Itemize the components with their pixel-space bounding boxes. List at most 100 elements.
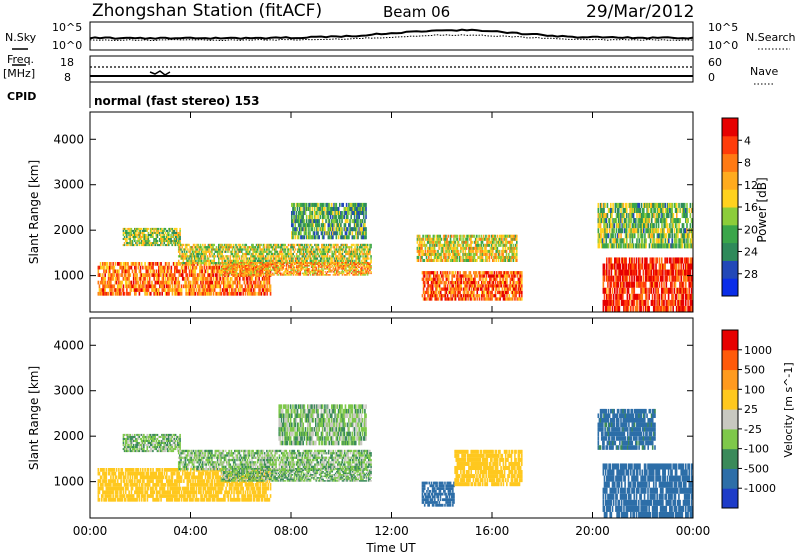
echo-cell [225, 260, 227, 262]
echo-cell [250, 257, 252, 259]
echo-cell [290, 262, 292, 264]
echo-cell [251, 264, 253, 266]
echo-cell [428, 256, 430, 259]
echo-cell [370, 262, 372, 264]
echo-cell [104, 281, 106, 285]
echo-cell [320, 215, 322, 219]
echo-cell [506, 294, 508, 297]
echo-cell [460, 259, 462, 262]
echo-cell [283, 273, 285, 275]
echo-cell [441, 281, 443, 284]
echo-cell [500, 284, 502, 287]
echo-cell [240, 292, 242, 296]
echo-cell [271, 257, 273, 259]
echo-cell [460, 294, 462, 297]
echo-cell [179, 253, 181, 255]
echo-cell [265, 268, 267, 270]
echo-cell [364, 219, 366, 223]
echo-cell [470, 271, 472, 274]
echo-cell [466, 247, 468, 250]
echo-cell [335, 253, 337, 255]
echo-cell [421, 241, 423, 244]
echo-cell [330, 215, 332, 219]
echo-cell [426, 297, 428, 300]
echo-cell [367, 274, 369, 276]
echo-cell [224, 273, 226, 275]
echo-cell [243, 260, 245, 262]
echo-cell [115, 262, 117, 266]
echo-cell [126, 281, 128, 285]
echo-cell [483, 235, 485, 238]
echo-cell [344, 255, 346, 257]
echo-cell [353, 262, 355, 264]
echo-cell [125, 266, 127, 270]
echo-cell [336, 246, 338, 248]
echo-cell [263, 260, 265, 262]
echo-cell [270, 284, 272, 288]
echo-cell [135, 266, 137, 270]
echo-cell [213, 273, 215, 277]
echo-cell [271, 270, 273, 272]
echo-cell [275, 257, 277, 259]
echo-cell [297, 207, 299, 211]
echo-cell [358, 265, 360, 267]
echo-cell [315, 268, 317, 270]
echo-cell [306, 203, 308, 207]
echo-cell [476, 291, 478, 294]
echo-cell [457, 259, 459, 262]
echo-cell [421, 256, 423, 259]
echo-cell [148, 269, 150, 273]
echo-cell [169, 230, 171, 232]
echo-cell [256, 265, 258, 267]
echo-cell [328, 260, 330, 262]
echo-cell [362, 270, 364, 272]
echo-cell [199, 273, 201, 277]
echo-cell [204, 262, 206, 264]
echo-cell [320, 248, 322, 250]
echo-cell [454, 274, 456, 277]
echo-cell [286, 268, 288, 270]
echo-cell [327, 267, 329, 269]
echo-cell [269, 281, 271, 285]
echo-cell [365, 235, 367, 239]
echo-cell [287, 260, 289, 262]
echo-cell [284, 251, 286, 253]
echo-cell [315, 215, 317, 219]
echo-cell [369, 264, 371, 266]
echo-cell [136, 242, 138, 244]
echo-cell [322, 270, 324, 272]
echo-cell [224, 281, 226, 285]
echo-cell [342, 270, 344, 272]
echo-cell [230, 281, 232, 285]
echo-cell [139, 244, 141, 246]
echo-cell [452, 284, 454, 287]
echo-cell [137, 266, 139, 270]
echo-cell [463, 278, 465, 281]
nsky-trace [90, 30, 693, 39]
echo-cell [482, 256, 484, 259]
echo-cell [425, 247, 427, 250]
echo-cell [294, 244, 296, 246]
echo-cell [160, 273, 162, 277]
echo-cell [432, 284, 434, 287]
echo-cell [327, 255, 329, 257]
echo-cell [323, 211, 325, 215]
echo-cell [510, 244, 512, 247]
echo-cell [175, 244, 177, 246]
echo-cell [236, 246, 238, 248]
echo-cell [152, 266, 154, 270]
echo-cell [475, 281, 477, 284]
freq-tick-bottom: 8 [64, 71, 71, 84]
echo-cell [489, 256, 491, 259]
echo-cell [481, 235, 483, 238]
nsky-label: N.Sky [5, 31, 37, 44]
echo-cell [175, 277, 177, 281]
echo-cell [195, 260, 197, 262]
echo-cell [516, 274, 518, 277]
echo-cell [336, 273, 338, 275]
echo-cell [284, 244, 286, 246]
echo-cell [422, 238, 424, 241]
echo-cell [462, 244, 464, 247]
echo-cell [213, 277, 215, 281]
echo-cell [342, 203, 344, 207]
